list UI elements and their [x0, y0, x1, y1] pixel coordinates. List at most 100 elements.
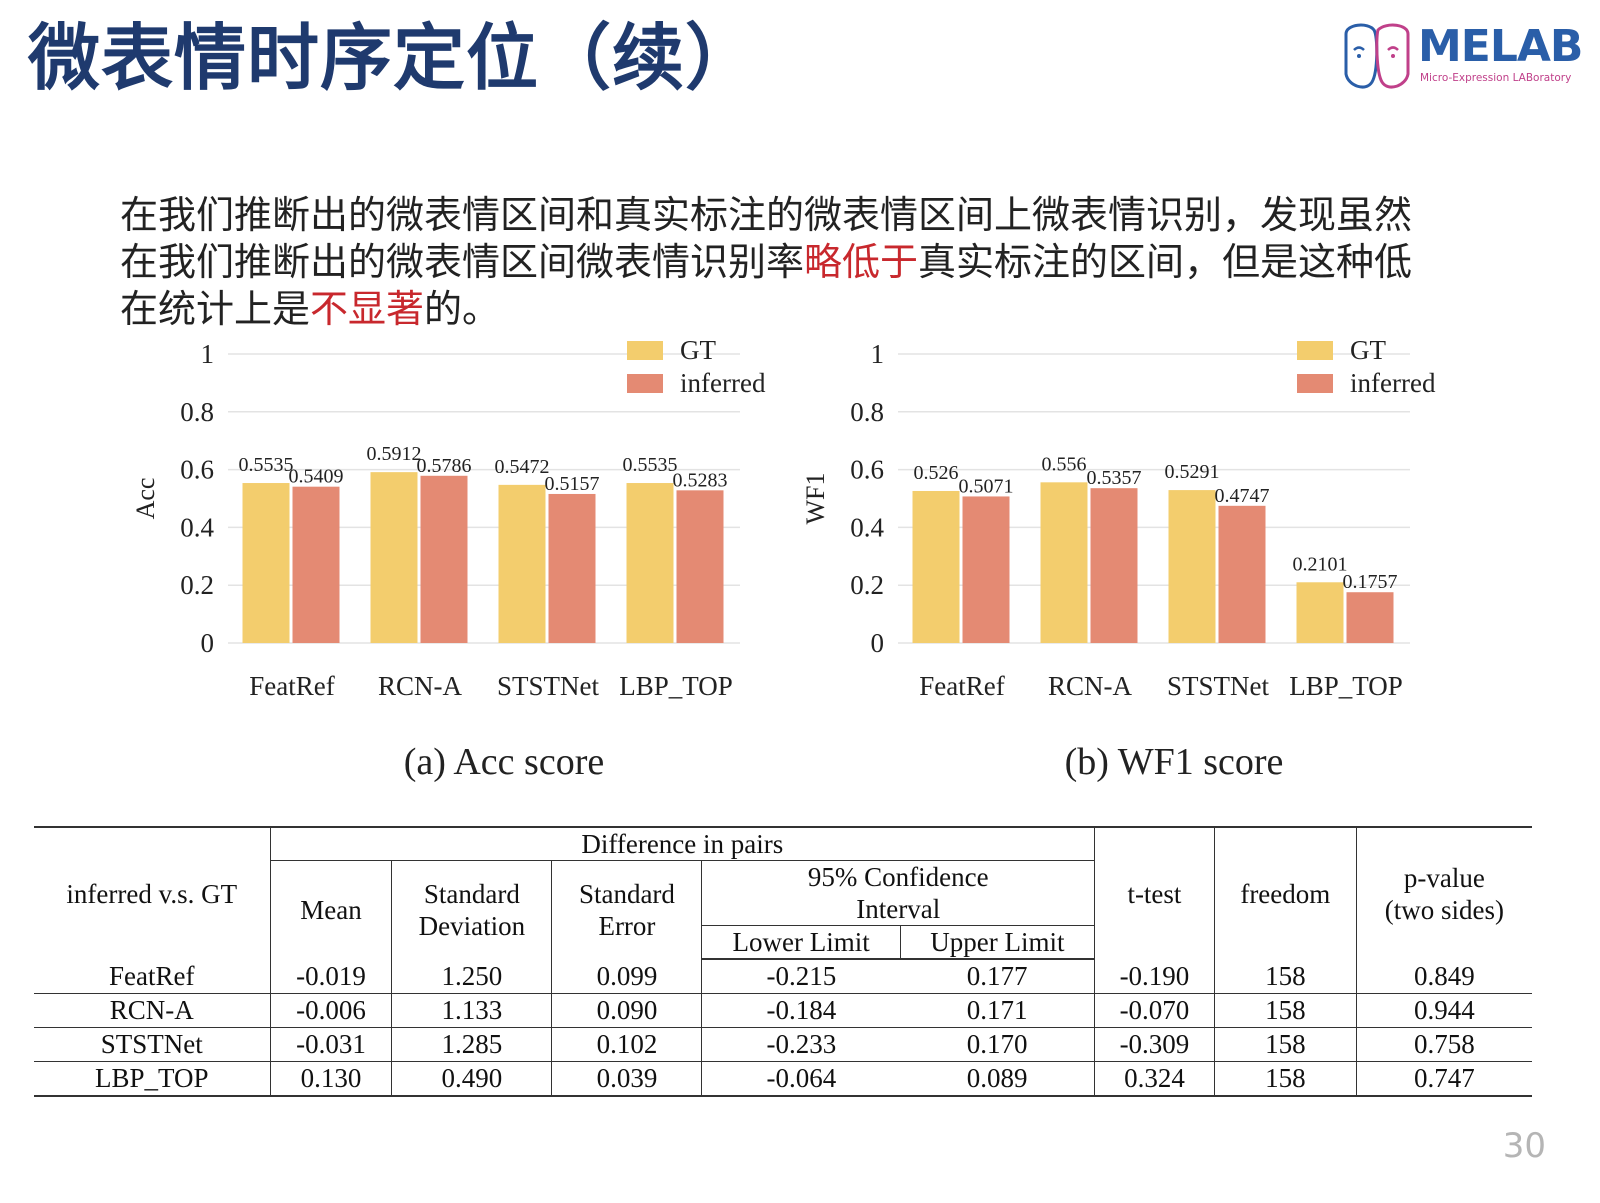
pvalue-header: p-value (two sides) [1355, 826, 1532, 959]
cell-freedom: 158 [1213, 993, 1357, 1028]
cell-ttest: 0.324 [1094, 1061, 1215, 1097]
0-bar-inferred-FeatRef [292, 486, 340, 643]
cell-pvalue: 0.747 [1355, 1061, 1532, 1097]
sd-header: Standard Deviation [391, 860, 552, 959]
table-row: RCN-A -0.006 1.133 0.090 -0.184 0.171 -0.070 15… [34, 993, 1532, 1028]
1-ytick-label: 0.8 [850, 397, 884, 427]
1-category-label: FeatRef [919, 671, 1004, 701]
0-ytick-label: 0.8 [180, 397, 214, 427]
0-ytick-label: 0.4 [180, 512, 214, 542]
sd-header-line2: Deviation [418, 911, 526, 941]
0-data-label: 0.5535 [239, 454, 294, 476]
0-ytick-label: 0.6 [180, 455, 214, 485]
melab-logo: MELAB Micro-Expression LABoratory [1338, 20, 1588, 94]
0-chart-title: (a) Acc score [404, 741, 604, 783]
0-legend-label: GT [680, 336, 716, 365]
1-category-label: LBP_TOP [1289, 671, 1403, 701]
0-y-axis-label: Acc [131, 478, 160, 520]
0-bar-inferred-STSTNet [548, 493, 596, 643]
0-bar-inferred-LBP_TOP [676, 490, 724, 643]
cell-freedom: 158 [1213, 1027, 1357, 1062]
cell-sd: 0.490 [391, 1061, 552, 1097]
row-header-cell: inferred v.s. GT [34, 826, 271, 959]
cell-ttest: -0.309 [1094, 1027, 1215, 1062]
0-data-label: 0.5409 [289, 466, 344, 488]
upper-limit-header: Upper Limit [899, 925, 1095, 960]
0-bar-GT-FeatRef [242, 483, 290, 643]
1-bar-inferred-FeatRef [962, 496, 1010, 643]
1-data-label: 0.2101 [1293, 553, 1348, 575]
sd-header-line1: Standard [423, 879, 520, 909]
ci-header: 95% Confidence Interval [701, 860, 1095, 926]
1-legend-swatch-GT [1297, 341, 1333, 360]
0-ytick-label: 0.2 [180, 570, 214, 600]
group-header-cell: Difference in pairs [269, 826, 1095, 861]
cell-sd: 1.133 [391, 993, 552, 1028]
cell-pvalue: 0.758 [1355, 1027, 1532, 1062]
0-bar-GT-RCN-A [370, 472, 418, 643]
1-ytick-label: 0.2 [850, 570, 884, 600]
0-bar-inferred-RCN-A [420, 475, 468, 643]
table-row: STSTNet -0.031 1.285 0.102 -0.233 0.170 -0.309… [34, 1027, 1532, 1062]
cell-se: 0.090 [551, 993, 702, 1028]
0-legend-swatch-inferred [627, 374, 663, 393]
logo-name: MELAB [1418, 21, 1583, 72]
intro-text-1: 在我们推断出的微表情区间和真实标注的微表情区间上微表情识别，发现虽然在我们推断出… [120, 193, 1413, 284]
cell-upper: 0.171 [900, 993, 1095, 1028]
0-data-label: 0.5912 [367, 443, 422, 465]
1-bar-inferred-RCN-A [1090, 488, 1138, 643]
intro-highlight-2: 不显著 [310, 287, 425, 331]
intro-text-3: 的。 [424, 287, 501, 331]
0-data-label: 0.5283 [673, 469, 728, 491]
cell-method: RCN-A [34, 993, 271, 1028]
0-category-label: FeatRef [249, 671, 334, 701]
cell-freedom: 158 [1213, 1061, 1357, 1097]
cell-mean: -0.031 [269, 1027, 392, 1062]
cell-sd: 1.250 [391, 959, 552, 994]
ci-header-line1: 95% Confidence [807, 862, 989, 892]
page-number: 30 [1502, 1126, 1546, 1166]
se-header: Standard Error [551, 860, 702, 959]
cell-method: FeatRef [34, 959, 271, 994]
0-legend-label: inferred [680, 368, 766, 398]
cell-method: LBP_TOP [34, 1061, 271, 1097]
acc-bar-chart: 00.20.40.60.81Acc0.55350.5409FeatRef0.59… [131, 336, 766, 783]
table-row: LBP_TOP 0.130 0.490 0.039 -0.064 0.089 0.324 15… [34, 1061, 1532, 1097]
cell-mean: 0.130 [269, 1061, 392, 1097]
1-ytick-label: 0.6 [850, 455, 884, 485]
1-bar-inferred-LBP_TOP [1346, 592, 1394, 643]
0-data-label: 0.5157 [545, 473, 600, 495]
1-data-label: 0.526 [914, 462, 959, 484]
pvalue-header-line2: (two sides) [1384, 894, 1504, 925]
1-bar-GT-STSTNet [1168, 490, 1216, 643]
cell-sd: 1.285 [391, 1027, 552, 1062]
ttest-header: t-test [1094, 826, 1215, 959]
1-category-label: STSTNet [1167, 671, 1270, 701]
1-bar-GT-LBP_TOP [1296, 582, 1344, 643]
cell-lower: -0.215 [701, 959, 901, 994]
table-row: FeatRef -0.019 1.250 0.099 -0.215 0.177 -0.190… [34, 959, 1532, 994]
cell-se: 0.102 [551, 1027, 702, 1062]
intro-paragraph: 在我们推断出的微表情区间和真实标注的微表情区间上微表情识别，发现虽然在我们推断出… [120, 192, 1430, 333]
cell-upper: 0.170 [900, 1027, 1095, 1062]
1-legend-label: inferred [1350, 368, 1436, 398]
1-category-label: RCN-A [1048, 671, 1133, 701]
1-chart-title: (b) WF1 score [1065, 741, 1284, 783]
ci-header-line2: Interval [856, 894, 941, 924]
0-bar-GT-STSTNet [498, 484, 546, 643]
paired-difference-table: inferred v.s. GT Difference in pairs t-t… [34, 826, 1532, 1097]
cell-lower: -0.233 [701, 1027, 901, 1062]
cell-pvalue: 0.849 [1355, 959, 1532, 994]
cell-se: 0.039 [551, 1061, 702, 1097]
1-bar-GT-FeatRef [912, 490, 960, 643]
0-bar-GT-LBP_TOP [626, 483, 674, 643]
1-data-label: 0.556 [1042, 453, 1087, 475]
cell-ttest: -0.070 [1094, 993, 1215, 1028]
mean-header: Mean [269, 860, 392, 959]
0-category-label: STSTNet [497, 671, 600, 701]
intro-highlight-1: 略低于 [804, 240, 919, 284]
0-data-label: 0.5535 [623, 454, 678, 476]
cell-method: STSTNet [34, 1027, 271, 1062]
1-data-label: 0.5291 [1165, 461, 1220, 483]
